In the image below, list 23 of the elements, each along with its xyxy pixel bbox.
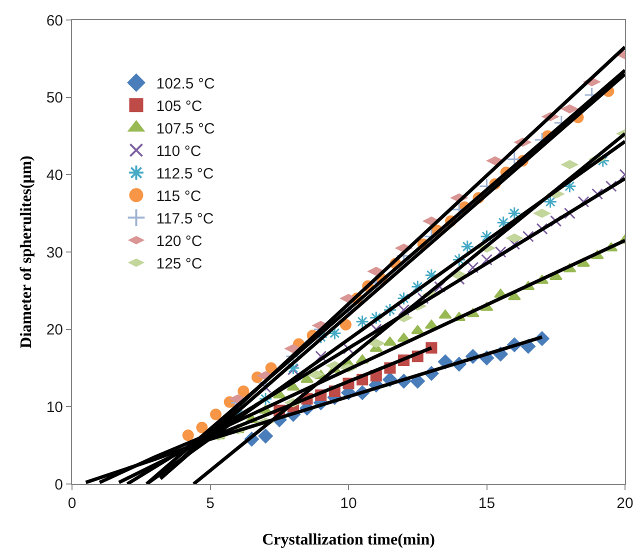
- x-tick-label: 10: [340, 495, 357, 512]
- legend-label: 117.5 °C: [156, 210, 214, 228]
- y-tick-label: 10: [46, 398, 63, 416]
- legend-label: 107.5 °C: [156, 120, 215, 138]
- legend-label: 115 °C: [156, 188, 202, 205]
- y-tick-label: 20: [46, 322, 63, 339]
- y-axis-title: Diameter of spherulites(μm): [18, 156, 36, 348]
- y-tick-label: 50: [46, 90, 63, 107]
- x-tick-label: 20: [616, 495, 634, 512]
- legend-label: 102.5 °C: [156, 76, 215, 92]
- y-tick-label: 40: [46, 166, 63, 184]
- legend-label: 125 °C: [156, 256, 202, 272]
- legend-label: 105 °C: [156, 98, 202, 115]
- y-tick-label: 0: [54, 476, 63, 494]
- x-tick-label: 15: [478, 495, 496, 512]
- x-tick-label: 0: [68, 495, 76, 512]
- x-axis-title: Crystallization time(min): [262, 532, 435, 549]
- y-tick-label: 60: [46, 12, 63, 30]
- y-tick-label: 30: [46, 244, 63, 262]
- legend-label: 112.5 °C: [156, 166, 214, 182]
- legend-label: 120 °C: [156, 233, 202, 250]
- legend-label: 110 °C: [156, 143, 202, 160]
- x-tick-label: 5: [206, 495, 214, 512]
